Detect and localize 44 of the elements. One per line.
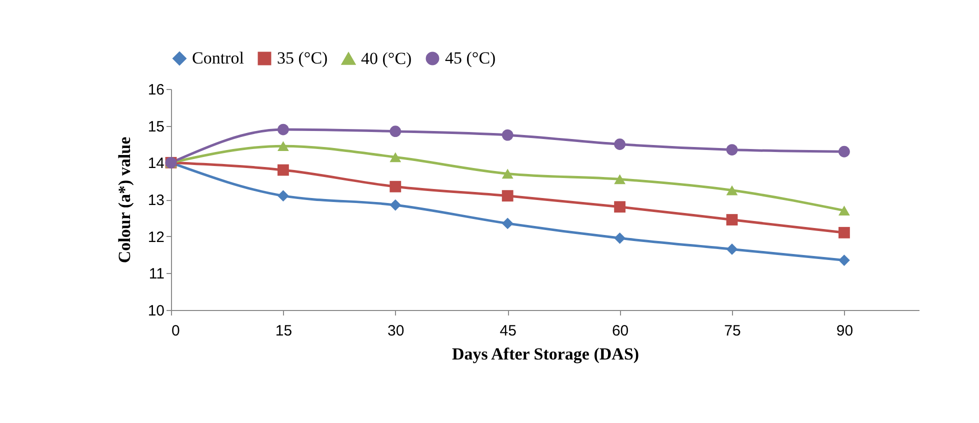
x-tick-label: 30: [388, 322, 404, 340]
y-tick-label: 13: [148, 192, 164, 209]
legend-label: 40 (°C): [361, 48, 412, 68]
x-tick-label: 90: [836, 322, 854, 340]
point: [278, 141, 289, 152]
point: [838, 206, 850, 216]
x-tick-label: 45: [500, 322, 516, 340]
y-axis-title: Colour (a*) value: [114, 136, 134, 264]
y-tick-label: 14: [148, 155, 164, 172]
x-tick-label: 60: [612, 322, 629, 340]
point: [502, 190, 514, 202]
point: [502, 168, 514, 179]
point: [390, 152, 402, 162]
x-tick-label: 0: [172, 322, 180, 340]
point: [726, 214, 738, 226]
point: [278, 164, 289, 176]
point: [838, 226, 850, 238]
legend-label: Control: [192, 48, 244, 68]
point: [726, 185, 738, 196]
point: [278, 190, 289, 202]
point: [390, 126, 402, 138]
point: [726, 244, 738, 255]
point: [390, 199, 402, 211]
point: [278, 124, 289, 136]
point: [614, 201, 626, 213]
point: [614, 174, 626, 184]
legend-label: 35 (°C): [277, 48, 328, 68]
point: [502, 129, 514, 141]
y-tick-label: 10: [148, 302, 164, 320]
x-axis-title: Days After Storage (DAS): [452, 344, 640, 364]
y-tick-label: 11: [148, 266, 164, 283]
x-tick-label: 15: [275, 322, 292, 340]
point: [502, 218, 514, 230]
y-tick-label: 15: [148, 118, 164, 136]
point: [390, 180, 402, 192]
point: [838, 254, 850, 266]
x-tick-label: 75: [724, 322, 741, 340]
point: [614, 232, 626, 244]
point: [726, 144, 738, 156]
point: [838, 146, 850, 158]
point: [614, 138, 626, 150]
y-tick-label: 12: [148, 228, 164, 246]
legend-label: 45 (°C): [445, 48, 496, 68]
y-tick-label: 16: [148, 82, 164, 98]
